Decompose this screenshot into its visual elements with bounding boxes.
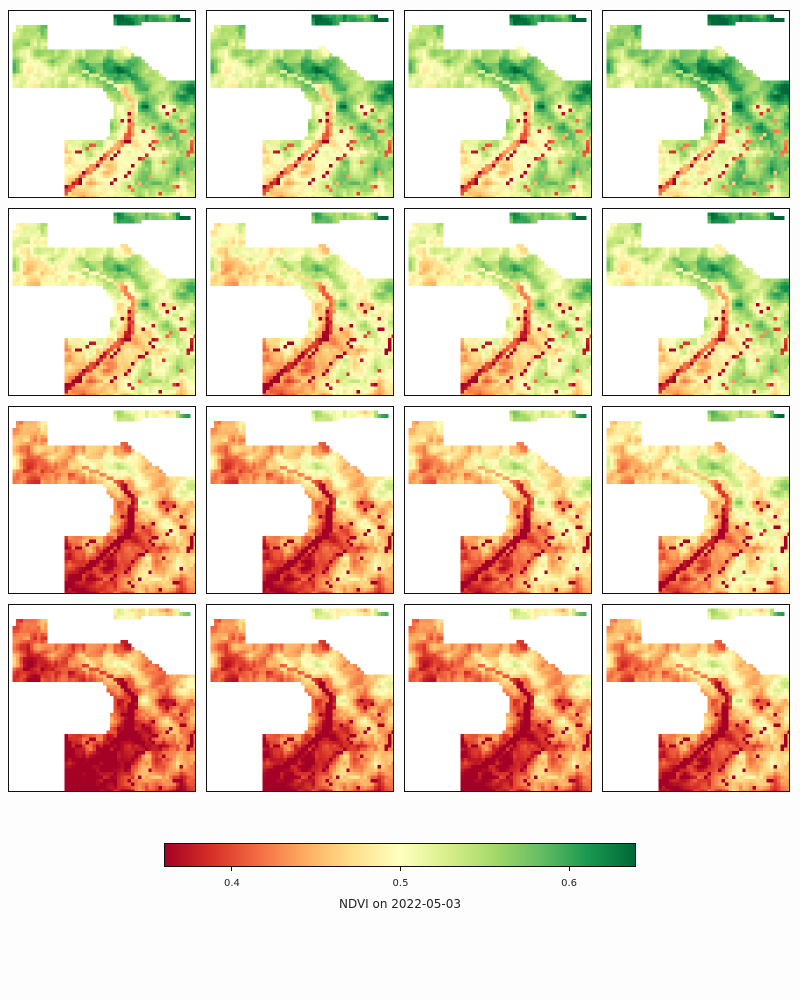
ndvi-raster <box>12 14 195 197</box>
ndvi-map-panel <box>404 208 592 396</box>
ndvi-raster <box>408 608 591 791</box>
ndvi-map-panel <box>8 604 196 792</box>
ndvi-map-panel <box>404 406 592 594</box>
ndvi-raster <box>606 410 789 593</box>
ndvi-colorbar <box>164 843 636 867</box>
ndvi-map-panel <box>206 604 394 792</box>
colorbar-tick-mark <box>231 867 233 871</box>
ndvi-map-panel <box>602 604 790 792</box>
colorbar-tick-mark <box>400 867 401 871</box>
ndvi-map-panel <box>206 10 394 198</box>
ndvi-raster <box>210 14 393 197</box>
ndvi-map-panel <box>602 406 790 594</box>
colorbar-tick-label: 0.6 <box>561 878 577 889</box>
ndvi-raster <box>408 14 591 197</box>
ndvi-raster <box>210 212 393 395</box>
ndvi-raster <box>606 608 789 791</box>
ndvi-map-panel <box>8 10 196 198</box>
ndvi-raster <box>12 212 195 395</box>
ndvi-map-panel <box>602 10 790 198</box>
ndvi-raster <box>606 212 789 395</box>
ndvi-map-panel <box>404 10 592 198</box>
colorbar-tick-label: 0.4 <box>224 878 240 889</box>
ndvi-map-panel <box>206 208 394 396</box>
ndvi-map-panel <box>404 604 592 792</box>
ndvi-raster <box>12 608 195 791</box>
ndvi-map-panel <box>602 208 790 396</box>
ndvi-map-panel <box>206 406 394 594</box>
ndvi-raster <box>12 410 195 593</box>
ndvi-raster <box>408 410 591 593</box>
ndvi-raster <box>606 14 789 197</box>
ndvi-raster <box>210 410 393 593</box>
ndvi-raster <box>210 608 393 791</box>
colorbar-tick-label: 0.5 <box>393 878 409 889</box>
colorbar-label: NDVI on 2022-05-03 <box>339 897 461 911</box>
ndvi-raster <box>408 212 591 395</box>
colorbar-tick-mark <box>568 867 570 871</box>
ndvi-map-panel <box>8 406 196 594</box>
ndvi-map-panel <box>8 208 196 396</box>
